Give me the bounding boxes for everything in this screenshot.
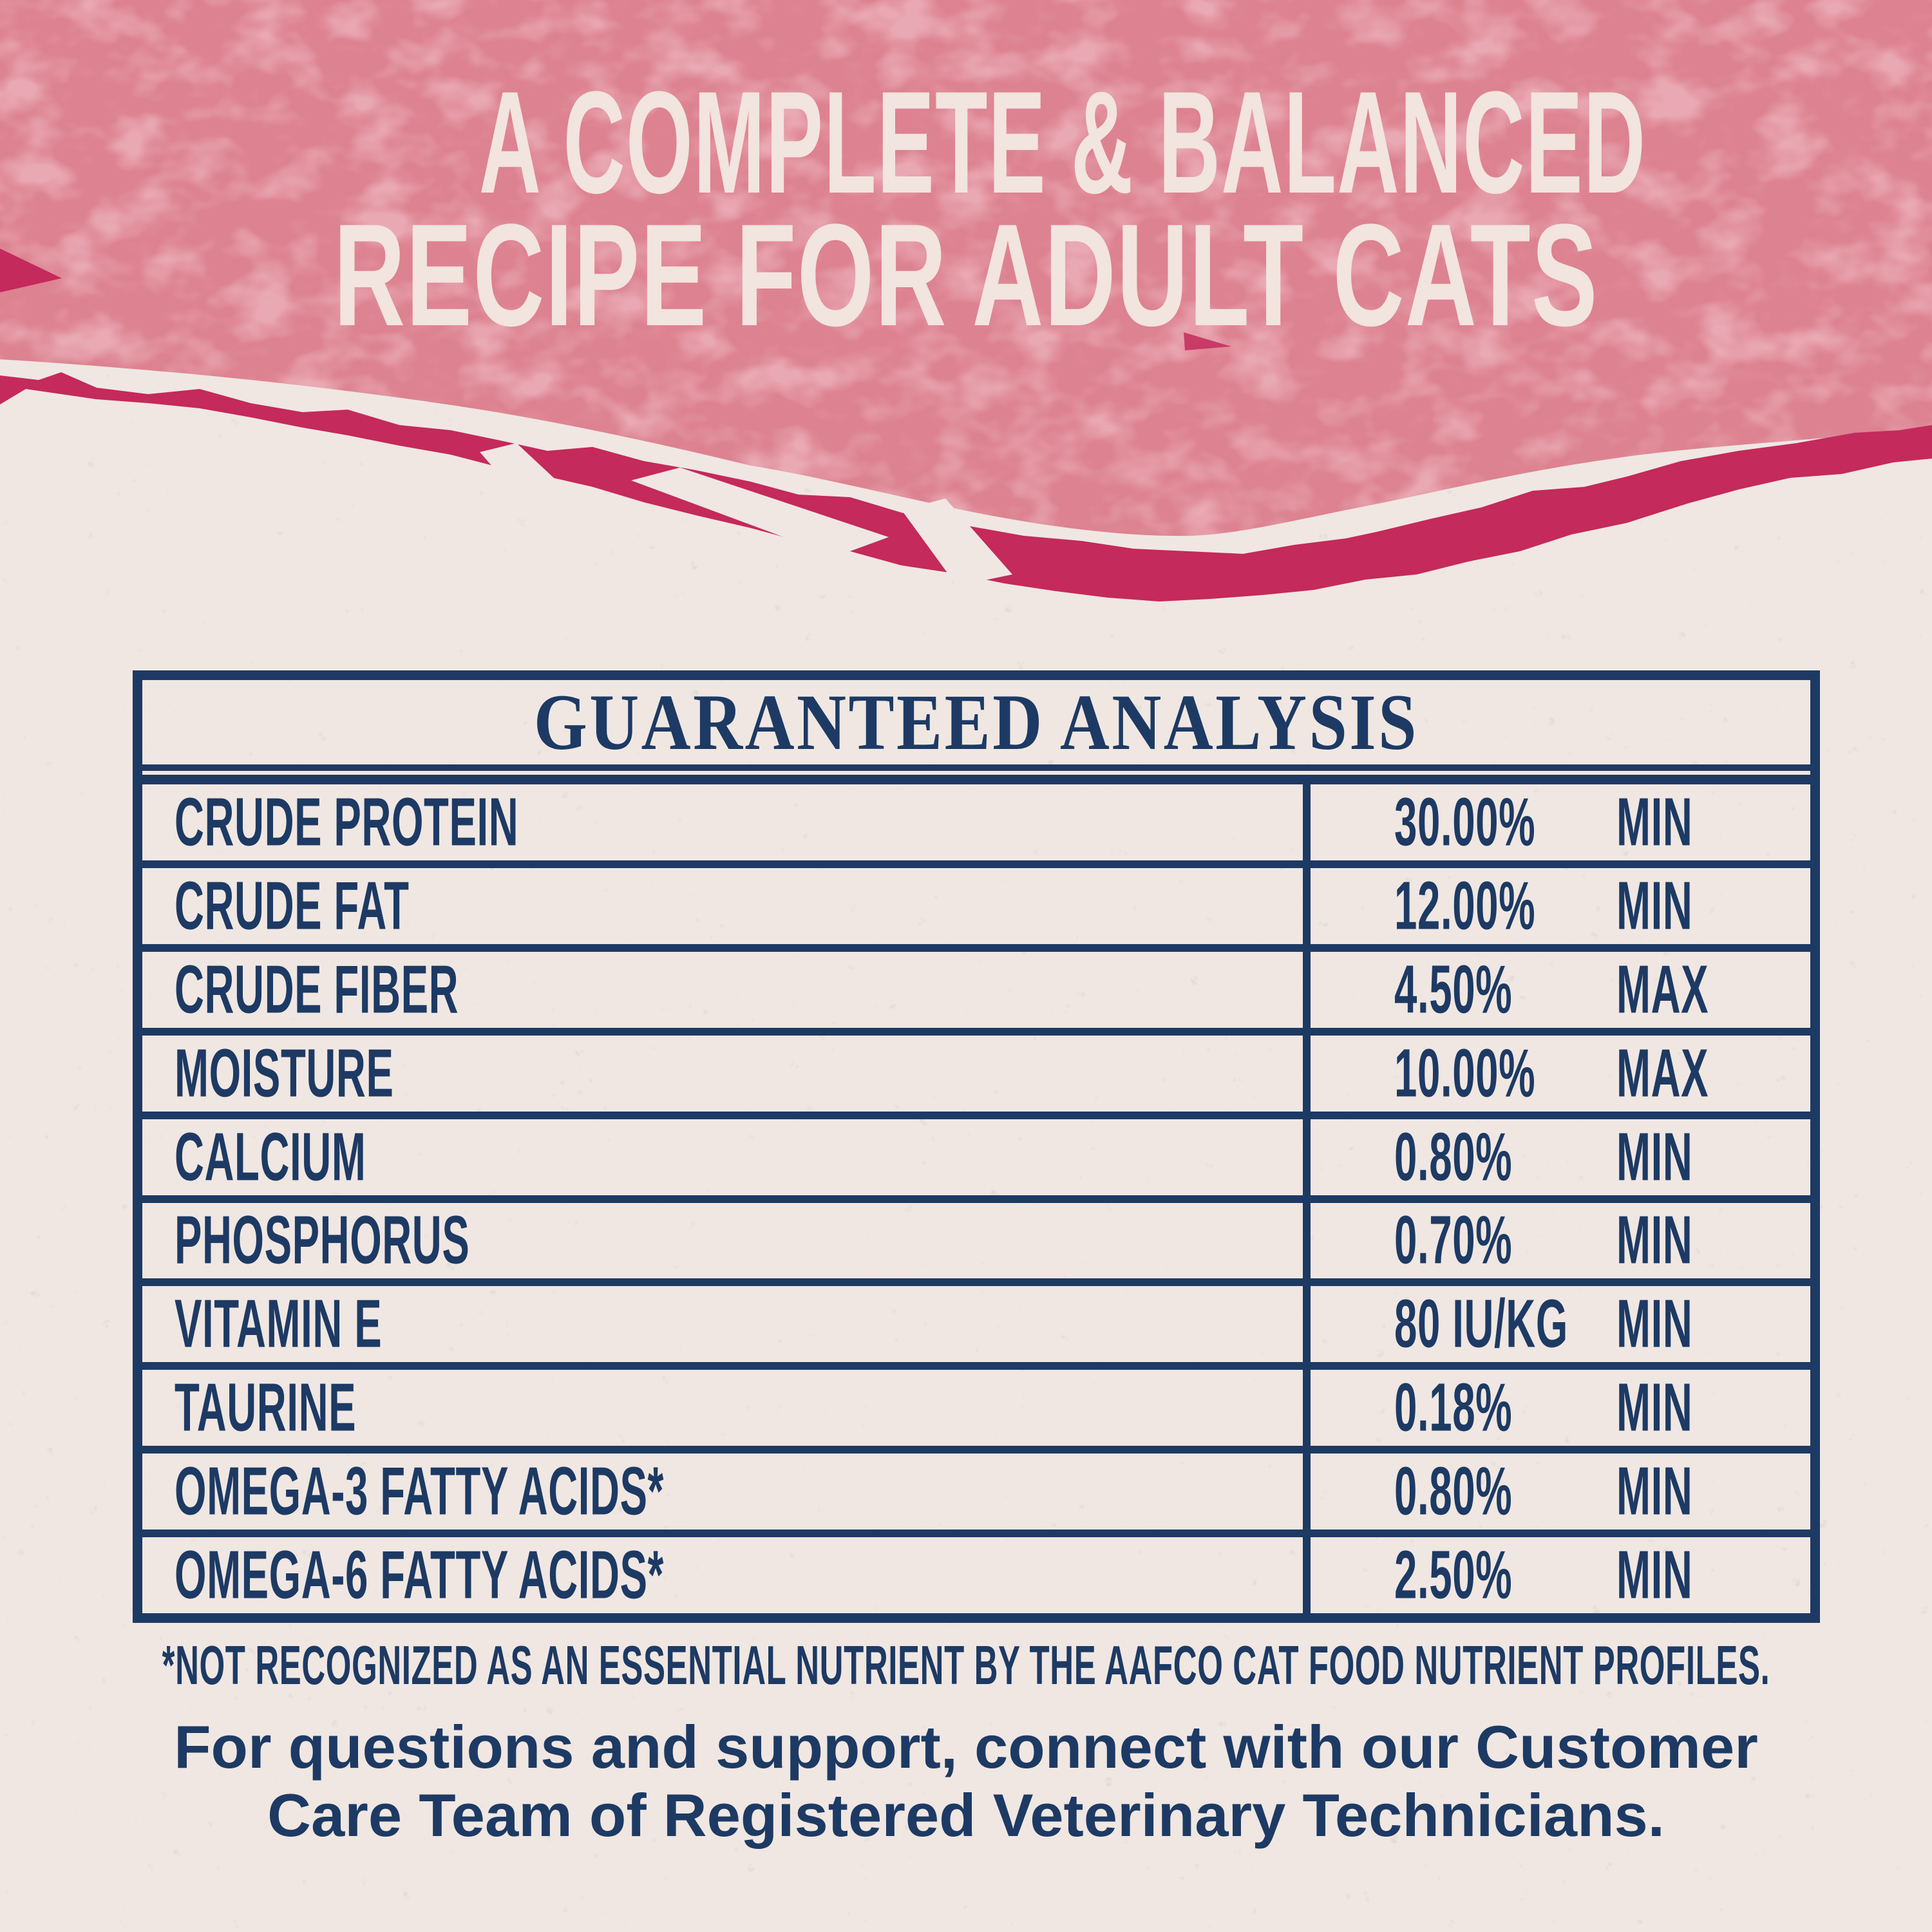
table-row: TAURINE 0.18% MIN (142, 1362, 1810, 1446)
table-rows: CRUDE PROTEIN 30.00% MIN CRUDE FAT 12.00… (142, 775, 1810, 1614)
table-title: GUARANTEED ANALYSIS (142, 677, 1810, 771)
pink-banner-art (0, 0, 1932, 601)
customer-care-line-2: Care Team of Registered Veterinary Techn… (267, 1781, 1665, 1849)
table-title-text: GUARANTEED ANALYSIS (533, 677, 1419, 766)
table-row: OMEGA-3 FATTY ACIDS* 0.80% MIN (142, 1446, 1810, 1530)
table-row: CALCIUM 0.80% MIN (142, 1111, 1810, 1195)
nutrient-label: CRUDE PROTEIN (175, 784, 519, 860)
headline-line-2-text: RECIPE FOR ADULT CATS (334, 193, 1598, 356)
nutrient-label-cell: CRUDE PROTEIN (142, 784, 1303, 860)
nutrient-label: PHOSPHORUS (175, 1202, 470, 1278)
table-row: OMEGA-6 FATTY ACIDS* 2.50% MIN (142, 1530, 1810, 1614)
nutrient-label: MOISTURE (175, 1035, 394, 1112)
nutrient-label-cell: TAURINE (142, 1370, 1303, 1446)
nutrient-label-cell: CALCIUM (142, 1119, 1303, 1195)
nutrient-value: 0.18% (1394, 1369, 1513, 1446)
nutrient-label-cell: OMEGA-6 FATTY ACIDS* (142, 1537, 1303, 1613)
nutrient-value: 80 IU/KG (1394, 1285, 1568, 1362)
nutrient-label: VITAMIN E (175, 1285, 383, 1362)
table-row: VITAMIN E 80 IU/KG MIN (142, 1278, 1810, 1363)
customer-care-text: For questions and support, connect with … (0, 1713, 1932, 1850)
nutrient-qualifier: MIN (1616, 1537, 1693, 1613)
nutrient-qualifier: MIN (1616, 1119, 1693, 1195)
pink-field (0, 0, 1932, 536)
nutrient-label: OMEGA-6 FATTY ACIDS* (175, 1537, 664, 1613)
nutrient-value: 0.80% (1394, 1119, 1513, 1195)
guaranteed-analysis-table: GUARANTEED ANALYSIS CRUDE PROTEIN 30.00%… (133, 670, 1820, 1623)
nutrient-value-cell: 0.80% MIN (1303, 1119, 1810, 1195)
headline-line-1-text: A COMPLETE & BALANCED (478, 61, 1647, 223)
nutrient-value: 2.50% (1394, 1537, 1513, 1613)
nutrient-value-cell: 12.00% MIN (1303, 867, 1810, 944)
nutrient-label: CALCIUM (175, 1119, 366, 1195)
nutrient-label-cell: MOISTURE (142, 1035, 1303, 1112)
table-row: CRUDE FAT 12.00% MIN (142, 860, 1810, 944)
nutrient-value: 10.00% (1394, 1035, 1536, 1112)
crimson-brush-stroke (0, 249, 1932, 601)
table-row: CRUDE FIBER 4.50% MAX (142, 943, 1810, 1028)
nutrient-value-cell: 4.50% MAX (1303, 951, 1810, 1028)
nutrient-label-cell: CRUDE FAT (142, 867, 1303, 944)
nutrient-label-cell: PHOSPHORUS (142, 1202, 1303, 1279)
nutrient-label: TAURINE (175, 1369, 357, 1446)
nutrient-value: 4.50% (1394, 951, 1513, 1028)
nutrient-value-cell: 0.18% MIN (1303, 1370, 1810, 1446)
nutrient-qualifier: MIN (1616, 1202, 1693, 1278)
table-row: PHOSPHORUS 0.70% MIN (142, 1195, 1810, 1279)
nutrient-qualifier: MAX (1616, 1035, 1709, 1112)
nutrient-value-cell: 30.00% MIN (1303, 784, 1810, 860)
header-headline: A COMPLETE & BALANCED RECIPE FOR ADULT C… (0, 0, 1932, 386)
nutrient-value: 12.00% (1394, 867, 1536, 944)
nutrient-value-cell: 0.80% MIN (1303, 1454, 1810, 1530)
nutrient-label: OMEGA-3 FATTY ACIDS* (175, 1453, 664, 1530)
nutrient-qualifier: MIN (1616, 1453, 1693, 1530)
nutrient-label-cell: VITAMIN E (142, 1286, 1303, 1362)
nutrient-qualifier: MIN (1616, 867, 1693, 944)
table-row: CRUDE PROTEIN 30.00% MIN (142, 784, 1810, 860)
nutrient-value-cell: 80 IU/KG MIN (1303, 1285, 1810, 1363)
nutrient-label: CRUDE FIBER (175, 951, 459, 1028)
customer-care-line-1: For questions and support, connect with … (174, 1713, 1758, 1781)
nutrient-qualifier: MIN (1616, 1369, 1693, 1446)
nutrient-qualifier: MAX (1616, 951, 1709, 1028)
nutrient-value-cell: 2.50% MIN (1303, 1537, 1810, 1614)
nutrient-label-cell: OMEGA-3 FATTY ACIDS* (142, 1454, 1303, 1530)
nutrient-qualifier: MIN (1616, 784, 1693, 860)
nutrient-value: 0.80% (1394, 1453, 1513, 1530)
table-row: MOISTURE 10.00% MAX (142, 1027, 1810, 1112)
nutrient-value: 30.00% (1394, 784, 1536, 860)
nutrient-value-cell: 0.70% MIN (1303, 1202, 1810, 1279)
aafco-footnote-text: *NOT RECOGNIZED AS AN ESSENTIAL NUTRIENT… (162, 1635, 1770, 1696)
nutrient-value: 0.70% (1394, 1202, 1513, 1278)
nutrient-value-cell: 10.00% MAX (1303, 1035, 1810, 1112)
nutrient-label: CRUDE FAT (175, 867, 410, 944)
nutrient-label-cell: CRUDE FIBER (142, 951, 1303, 1028)
nutrient-qualifier: MIN (1616, 1285, 1693, 1362)
